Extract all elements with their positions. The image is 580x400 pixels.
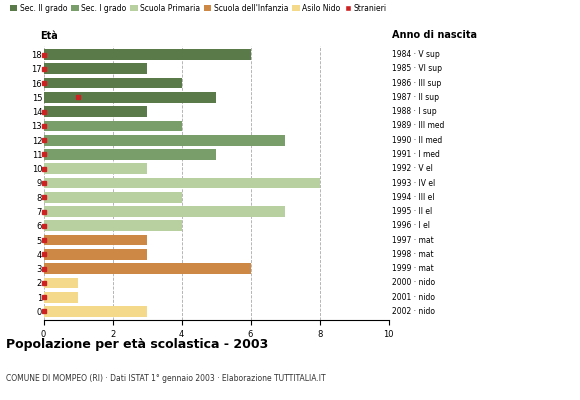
Bar (44, 78, 182, 88)
Text: 1990 · II med: 1990 · II med (392, 136, 443, 145)
Text: 1985 · VI sup: 1985 · VI sup (392, 64, 442, 73)
Bar (44, 64, 147, 74)
Bar (44, 135, 285, 146)
Bar (44, 306, 147, 317)
Bar (44, 278, 78, 288)
Text: 1997 · mat: 1997 · mat (392, 236, 434, 244)
Text: Popolazione per età scolastica - 2003: Popolazione per età scolastica - 2003 (6, 338, 268, 351)
Text: 1996 · I el: 1996 · I el (392, 221, 430, 230)
Bar (44, 206, 285, 217)
Bar (44, 220, 182, 231)
Text: 1991 · I med: 1991 · I med (392, 150, 440, 159)
Bar (44, 249, 147, 260)
Text: Anno di nascita: Anno di nascita (392, 30, 477, 40)
Bar (44, 120, 182, 131)
Bar (44, 292, 78, 302)
Text: 1992 · V el: 1992 · V el (392, 164, 433, 173)
Bar (44, 149, 216, 160)
Bar (44, 235, 147, 246)
Text: 1994 · III el: 1994 · III el (392, 193, 434, 202)
Text: 1988 · I sup: 1988 · I sup (392, 107, 437, 116)
Bar (44, 163, 147, 174)
Bar (44, 49, 251, 60)
Bar (44, 192, 182, 203)
Text: 2001 · nido: 2001 · nido (392, 293, 435, 302)
Text: 1998 · mat: 1998 · mat (392, 250, 434, 259)
Text: 1986 · III sup: 1986 · III sup (392, 79, 441, 88)
Text: 1984 · V sup: 1984 · V sup (392, 50, 440, 59)
Bar (44, 178, 320, 188)
Text: 1999 · mat: 1999 · mat (392, 264, 434, 273)
Bar (44, 106, 147, 117)
Bar (44, 263, 251, 274)
Text: 2000 · nido: 2000 · nido (392, 278, 435, 287)
Legend: Sec. II grado, Sec. I grado, Scuola Primaria, Scuola dell'Infanzia, Asilo Nido, : Sec. II grado, Sec. I grado, Scuola Prim… (10, 4, 387, 13)
Text: 1993 · IV el: 1993 · IV el (392, 178, 436, 188)
Text: COMUNE DI MOMPEO (RI) · Dati ISTAT 1° gennaio 2003 · Elaborazione TUTTITALIA.IT: COMUNE DI MOMPEO (RI) · Dati ISTAT 1° ge… (6, 374, 325, 383)
Text: 1989 · III med: 1989 · III med (392, 122, 444, 130)
Text: Età: Età (40, 30, 58, 40)
Text: 1995 · II el: 1995 · II el (392, 207, 432, 216)
Text: 2002 · nido: 2002 · nido (392, 307, 435, 316)
Text: 1987 · II sup: 1987 · II sup (392, 93, 439, 102)
Bar (44, 92, 216, 103)
